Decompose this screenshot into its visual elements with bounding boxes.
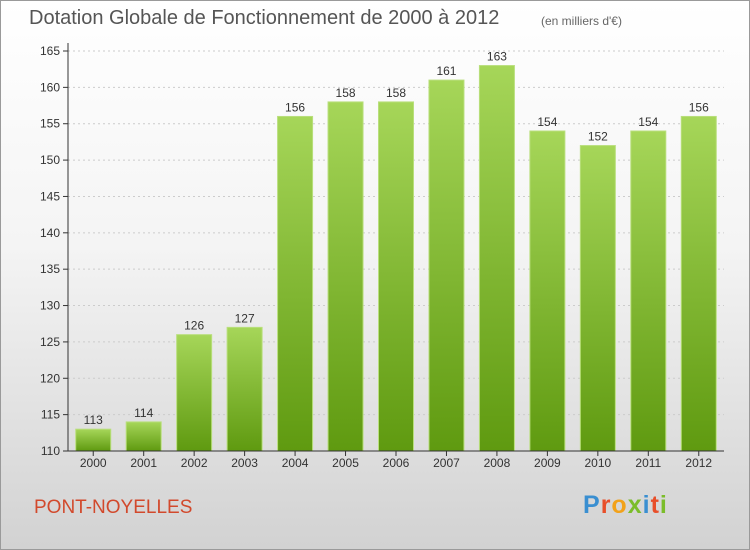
x-tick-label: 2004 (282, 456, 309, 470)
bar-value-label: 156 (689, 100, 709, 114)
logo-letter: t (650, 491, 660, 519)
bar-value-label: 152 (588, 130, 608, 144)
logo-letter: r (600, 491, 612, 519)
y-tick-label: 115 (41, 408, 60, 422)
y-tick-label: 130 (40, 299, 60, 313)
x-tick-label: 2009 (534, 456, 561, 470)
logo-letter: i (642, 491, 651, 519)
bar-2007[interactable] (428, 79, 465, 452)
x-tick-label: 2011 (635, 456, 661, 470)
bar-value-label: 158 (336, 86, 356, 100)
bar-2010[interactable] (579, 145, 616, 452)
y-tick-label: 155 (40, 117, 60, 131)
bars: 113 114 126 127 156 158 158 161 163 154 152 154 156 (75, 50, 717, 452)
bar-value-label: 156 (285, 100, 305, 114)
bar-value-label: 126 (184, 319, 204, 333)
x-tick-label: 2001 (130, 456, 157, 470)
logo-letter: P (583, 491, 601, 519)
bar-value-label: 114 (134, 406, 153, 420)
bar-2003[interactable] (226, 326, 263, 452)
bar-value-label: 154 (638, 115, 658, 129)
y-tick-label: 160 (40, 80, 60, 94)
bar-2012[interactable] (680, 115, 717, 452)
bar-value-label: 113 (84, 413, 103, 427)
x-tick-label: 2012 (685, 456, 712, 470)
x-tick-label: 2008 (484, 456, 511, 470)
bar-value-label: 154 (537, 115, 557, 129)
x-tick-label: 2002 (181, 456, 208, 470)
y-tick-label: 120 (40, 371, 60, 385)
bar-2001[interactable] (125, 421, 162, 452)
y-tick-label: 110 (41, 444, 60, 458)
commune-name: PONT-NOYELLES (34, 497, 193, 518)
axes: 110 115 120 125 130 135 140 145 150 155 160 165 2000… (40, 43, 724, 470)
bar-2005[interactable] (327, 101, 364, 452)
bar-2002[interactable] (176, 334, 213, 452)
x-tick-label: 2005 (332, 456, 359, 470)
y-tick-label: 150 (40, 153, 60, 167)
logo-letter: i (659, 491, 668, 519)
bar-value-label: 127 (235, 311, 255, 325)
y-tick-label: 125 (40, 335, 60, 349)
logo-letter: x (627, 491, 643, 519)
bar-value-label: 161 (436, 64, 456, 78)
x-tick-label: 2010 (584, 456, 611, 470)
proxiti-logo[interactable]: Proxiti (583, 491, 668, 520)
bar-2006[interactable] (378, 101, 414, 452)
bar-2004[interactable] (277, 115, 314, 452)
chart-title: Dotation Globale de Fonctionnement de 20… (29, 7, 500, 29)
x-tick-label: 2007 (433, 456, 460, 470)
bar-value-label: 158 (386, 86, 406, 100)
chart-subtitle: (en milliers d'€) (541, 14, 622, 28)
bar-2009[interactable] (529, 130, 566, 452)
y-tick-label: 145 (40, 189, 60, 203)
bar-2000[interactable] (75, 428, 112, 452)
x-tick-label: 2000 (80, 456, 107, 470)
bar-value-label: 163 (487, 50, 507, 64)
bar-2008[interactable] (478, 65, 515, 452)
logo-letter: o (611, 491, 628, 519)
y-tick-label: 135 (40, 262, 60, 276)
bar-2011[interactable] (630, 130, 667, 452)
x-tick-label: 2006 (383, 456, 410, 470)
x-tick-label: 2003 (231, 456, 258, 470)
y-tick-label: 165 (40, 44, 60, 58)
y-tick-label: 140 (40, 226, 60, 240)
